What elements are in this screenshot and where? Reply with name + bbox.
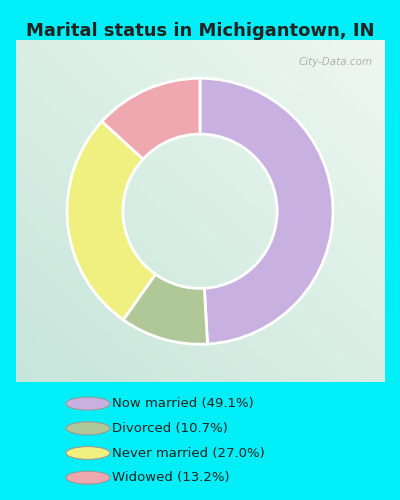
- Text: Marital status in Michigantown, IN: Marital status in Michigantown, IN: [26, 22, 374, 40]
- Text: Now married (49.1%): Now married (49.1%): [112, 397, 254, 410]
- Text: Widowed (13.2%): Widowed (13.2%): [112, 471, 230, 484]
- Circle shape: [66, 471, 110, 484]
- Circle shape: [66, 446, 110, 460]
- Circle shape: [66, 422, 110, 435]
- Text: Never married (27.0%): Never married (27.0%): [112, 446, 265, 460]
- Wedge shape: [102, 78, 200, 159]
- Wedge shape: [67, 122, 156, 320]
- Text: City-Data.com: City-Data.com: [299, 57, 373, 67]
- Wedge shape: [200, 78, 333, 344]
- Wedge shape: [123, 274, 208, 344]
- Text: Divorced (10.7%): Divorced (10.7%): [112, 422, 228, 435]
- Circle shape: [66, 397, 110, 410]
